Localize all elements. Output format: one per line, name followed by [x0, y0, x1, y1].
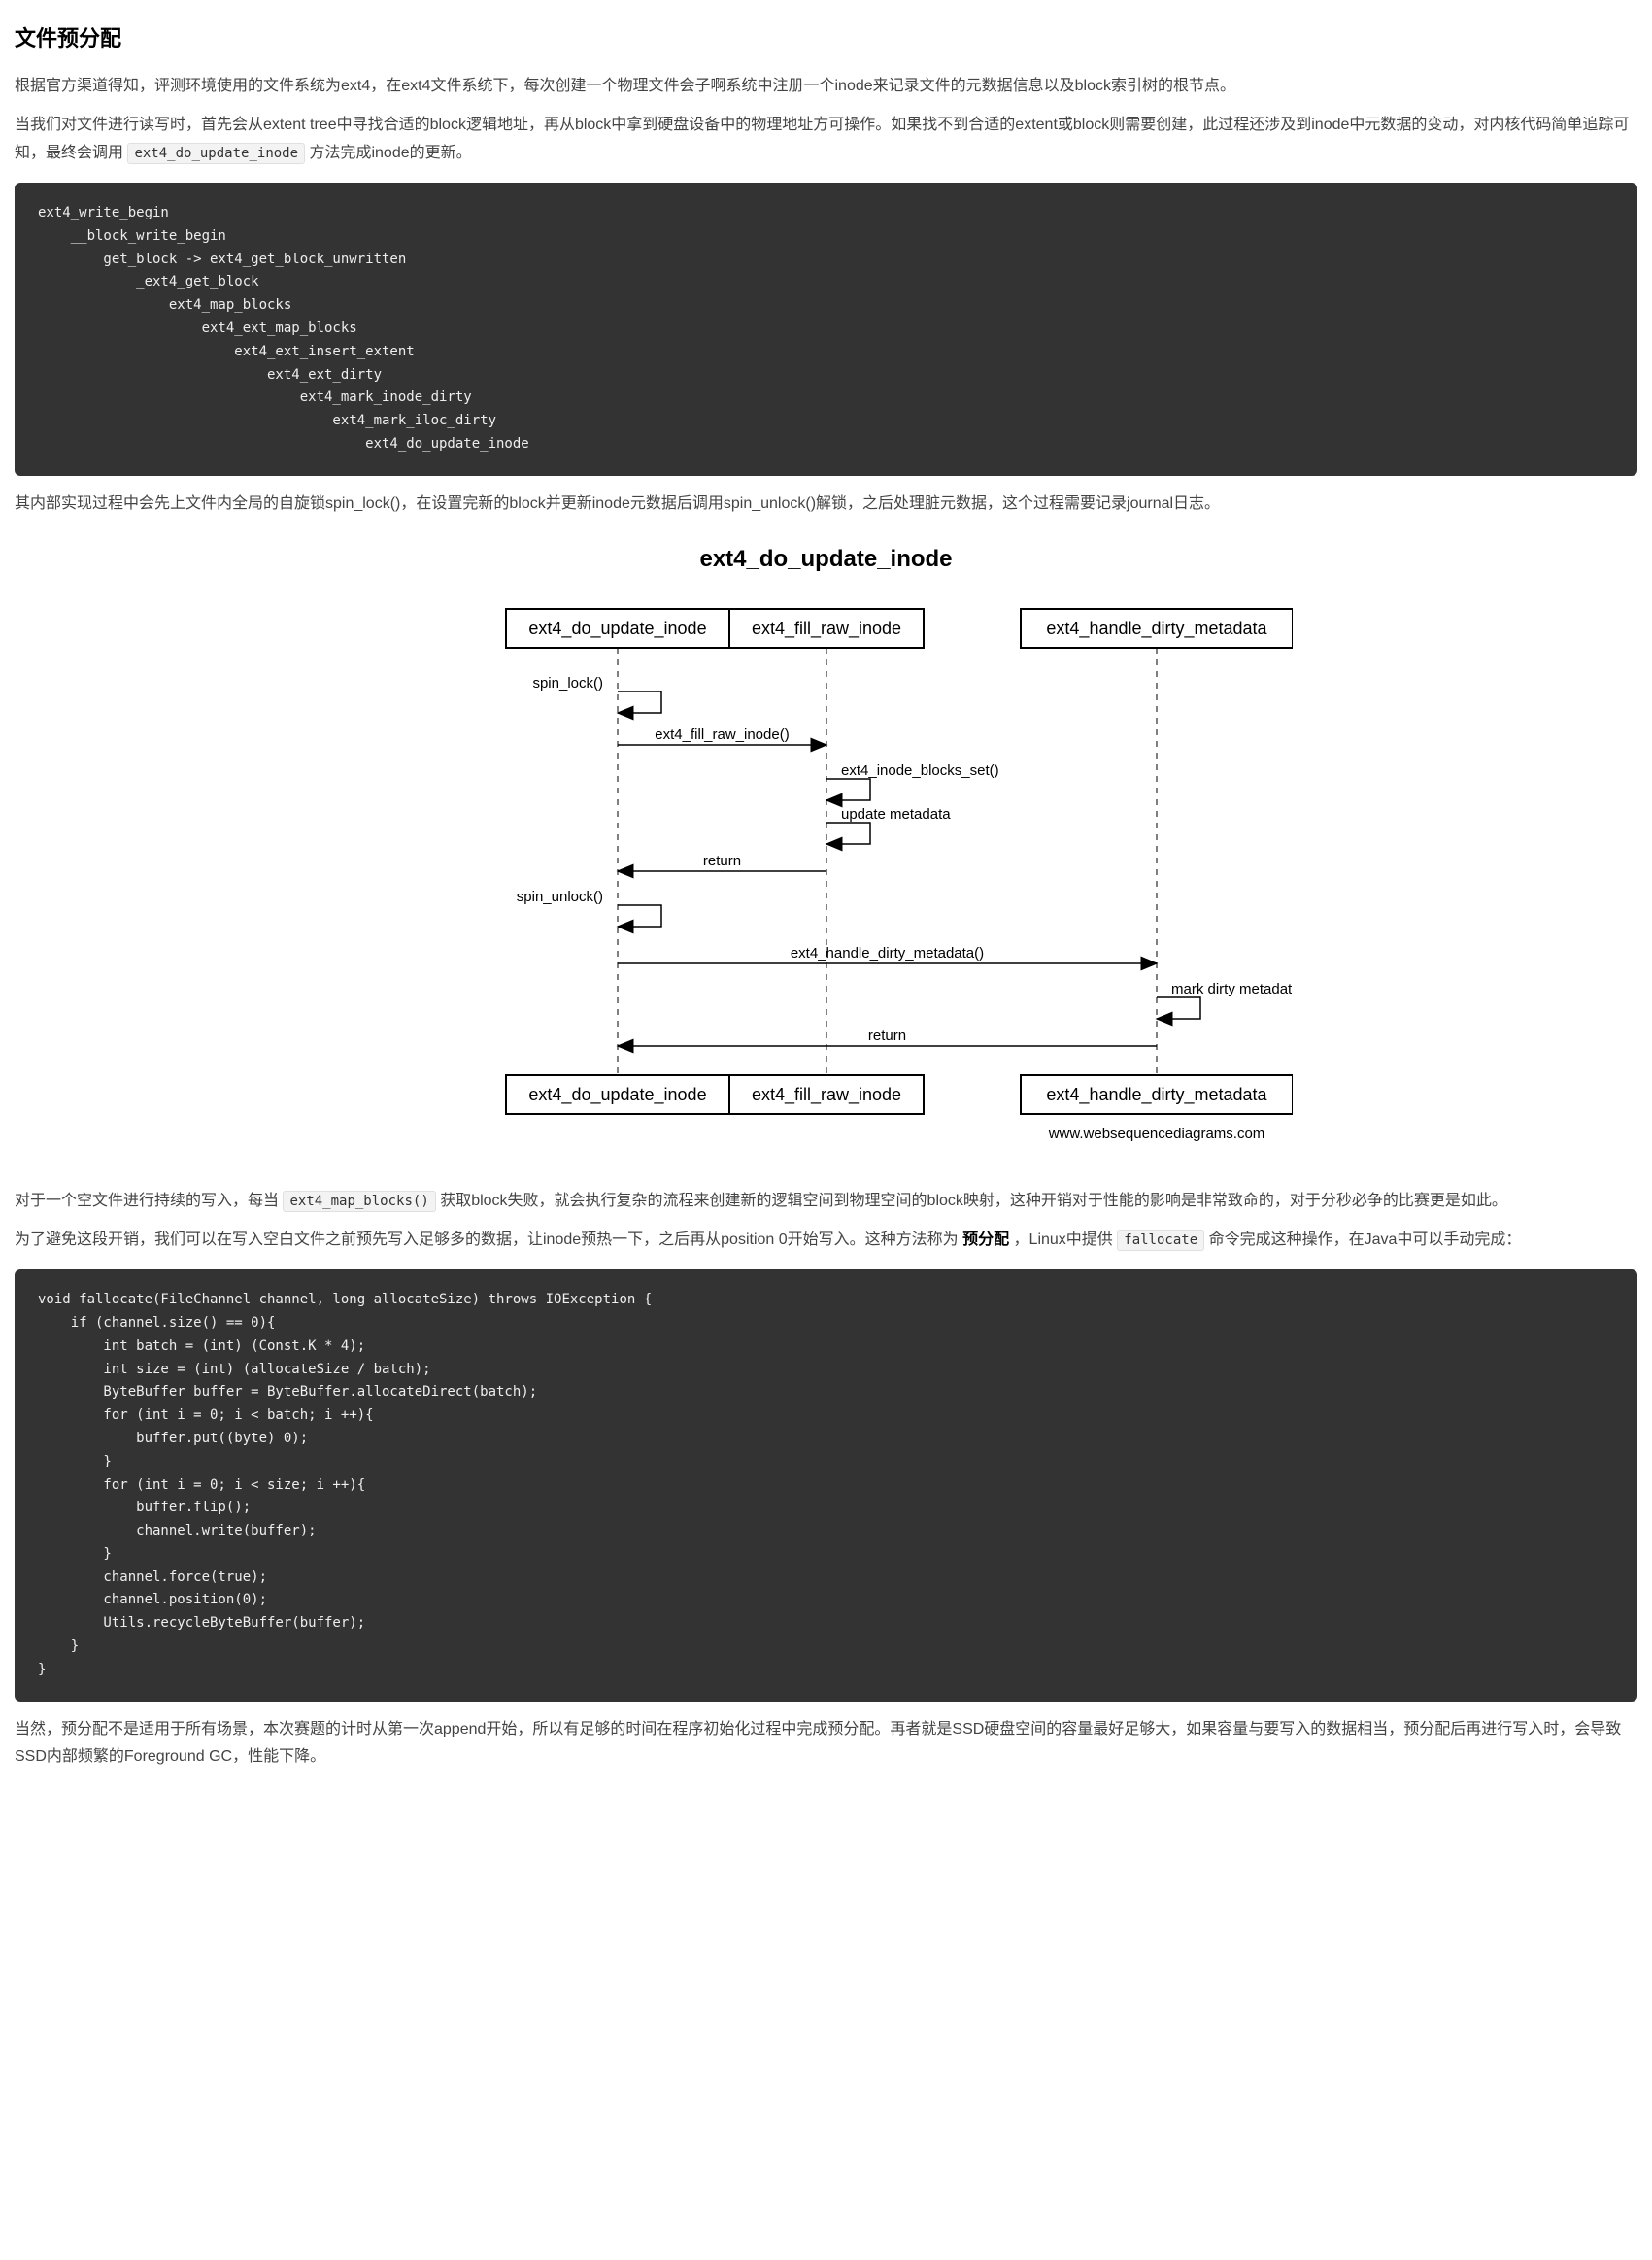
svg-text:mark dirty metadata which need: mark dirty metadata which needs to be jo…: [1171, 981, 1293, 997]
section-heading: 文件预分配: [15, 19, 1637, 58]
svg-text:ext4_fill_raw_inode: ext4_fill_raw_inode: [751, 1085, 900, 1105]
code-block-1: ext4_write_begin __block_write_begin get…: [15, 183, 1637, 476]
sequence-diagram: ext4_do_update_inode ext4_do_update_inode…: [360, 590, 1293, 1153]
svg-text:ext4_do_update_inode: ext4_do_update_inode: [528, 619, 706, 639]
svg-text:return: return: [702, 853, 740, 869]
svg-text:ext4_handle_dirty_metadata: ext4_handle_dirty_metadata: [1046, 1085, 1267, 1105]
svg-text:ext4_handle_dirty_metadata: ext4_handle_dirty_metadata: [1046, 619, 1267, 639]
svg-text:spin_lock(): spin_lock(): [532, 675, 603, 691]
svg-text:ext4_handle_dirty_metadata(): ext4_handle_dirty_metadata(): [790, 945, 983, 961]
diagram-title: ext4_do_update_inode: [15, 538, 1637, 580]
svg-text:update metadata: update metadata: [841, 806, 951, 823]
svg-text:ext4_inode_blocks_set(): ext4_inode_blocks_set(): [841, 762, 999, 779]
para4-code: ext4_map_blocks(): [283, 1191, 435, 1212]
para2-post: 方法完成inode的更新。: [305, 145, 472, 161]
para5-post: 命令完成这种操作，在Java中可以手动完成：: [1204, 1231, 1521, 1248]
svg-text:ext4_fill_raw_inode(): ext4_fill_raw_inode(): [655, 726, 789, 743]
para5-mid: ，Linux中提供: [1009, 1231, 1117, 1248]
para5-bold: 预分配: [962, 1231, 1009, 1248]
paragraph-5: 为了避免这段开销，我们可以在写入空白文件之前预先写入足够多的数据，让inode预…: [15, 1227, 1637, 1255]
svg-text:spin_unlock(): spin_unlock(): [516, 889, 602, 905]
paragraph-3: 其内部实现过程中会先上文件内全局的自旋锁spin_lock()，在设置完新的bl…: [15, 490, 1637, 519]
para4-post: 获取block失败，就会执行复杂的流程来创建新的逻辑空间到物理空间的block映…: [436, 1193, 1507, 1209]
paragraph-4: 对于一个空文件进行持续的写入，每当 ext4_map_blocks() 获取bl…: [15, 1188, 1637, 1216]
para5-code: fallocate: [1117, 1230, 1204, 1251]
para5-pre: 为了避免这段开销，我们可以在写入空白文件之前预先写入足够多的数据，让inode预…: [15, 1231, 962, 1248]
sequence-diagram-container: ext4_do_update_inode ext4_do_update_inod…: [15, 538, 1637, 1164]
paragraph-6: 当然，预分配不是适用于所有场景，本次赛题的计时从第一次append开始，所以有足…: [15, 1716, 1637, 1772]
svg-text:ext4_do_update_inode: ext4_do_update_inode: [528, 1085, 706, 1105]
para4-pre: 对于一个空文件进行持续的写入，每当: [15, 1193, 283, 1209]
svg-text:ext4_fill_raw_inode: ext4_fill_raw_inode: [751, 619, 900, 639]
svg-text:return: return: [867, 1028, 905, 1044]
paragraph-2: 当我们对文件进行读写时，首先会从extent tree中寻找合适的block逻辑…: [15, 112, 1637, 168]
code-block-2: void fallocate(FileChannel channel, long…: [15, 1269, 1637, 1702]
para2-code: ext4_do_update_inode: [127, 143, 305, 164]
svg-text:www.websequencediagrams.com: www.websequencediagrams.com: [1047, 1126, 1264, 1142]
paragraph-1: 根据官方渠道得知，评测环境使用的文件系统为ext4，在ext4文件系统下，每次创…: [15, 73, 1637, 101]
